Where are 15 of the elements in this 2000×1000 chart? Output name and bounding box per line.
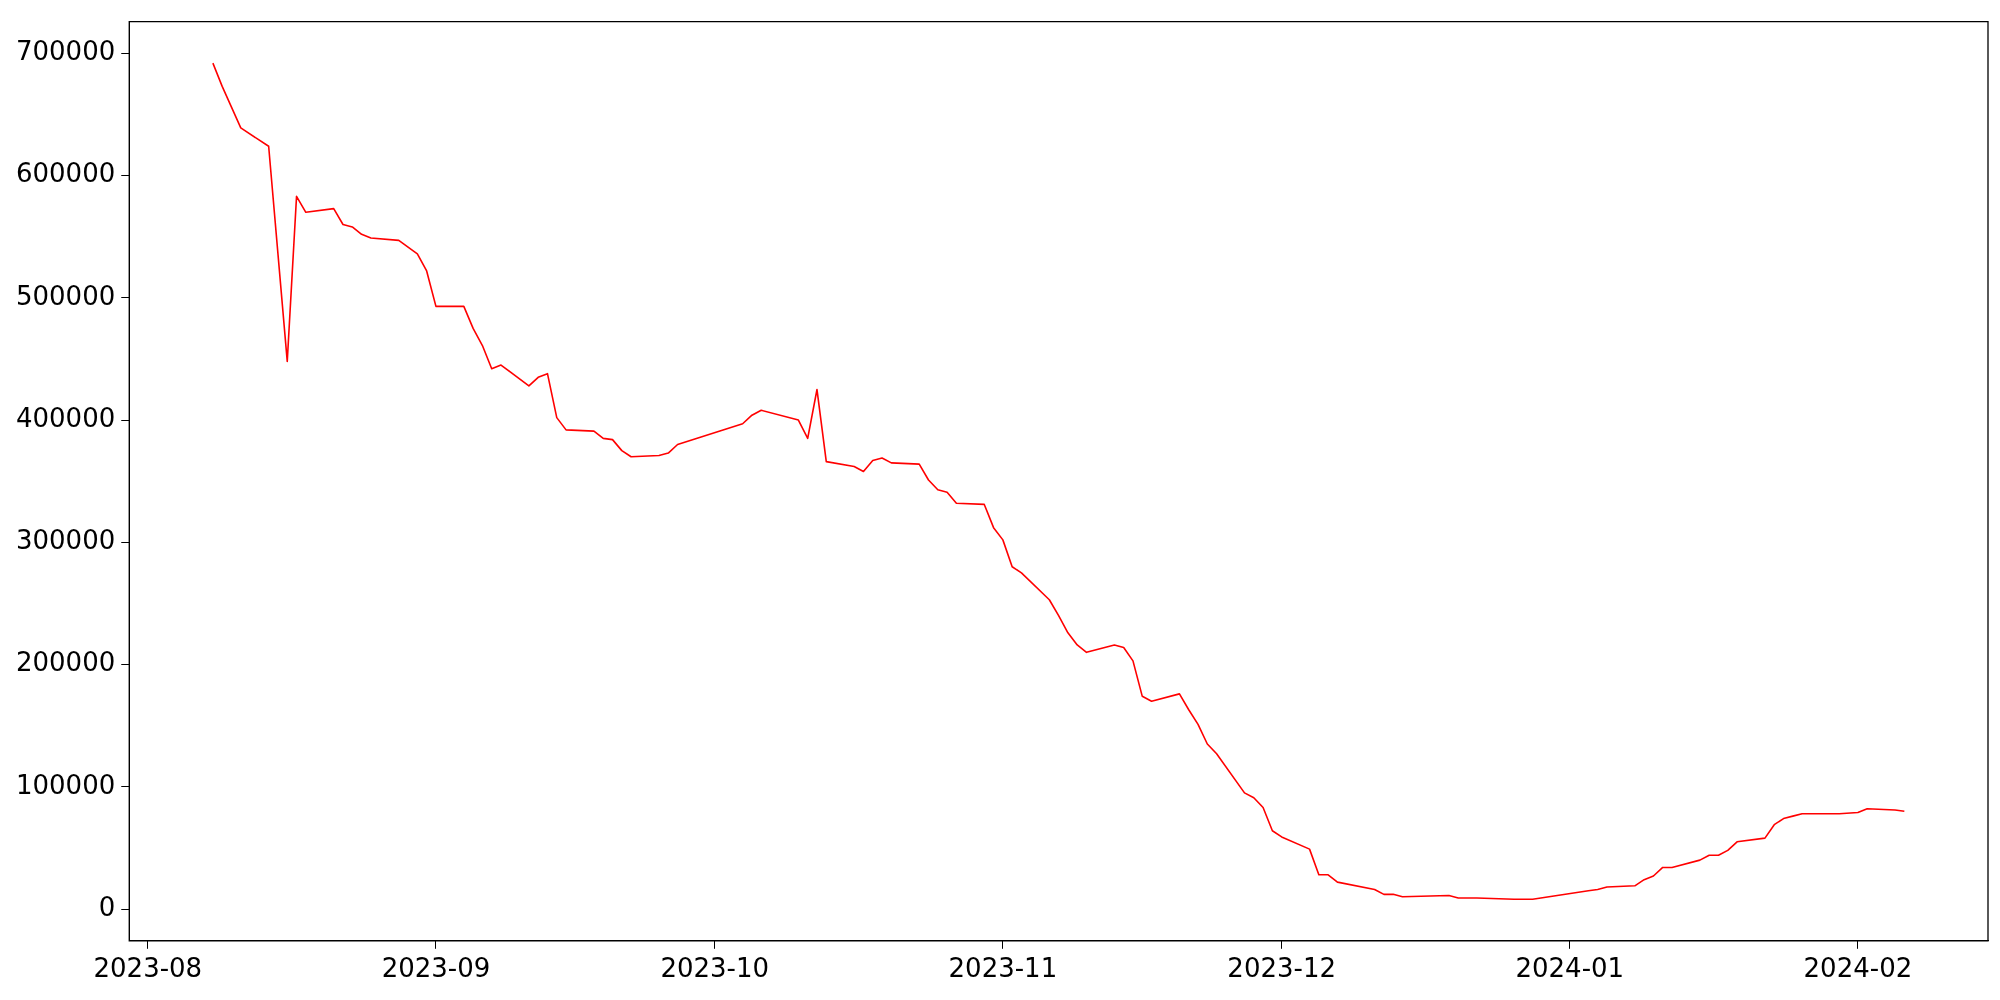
y-tick-label: 400000 [15,402,116,433]
y-tick-label: 300000 [15,525,116,556]
y-tick-label: 600000 [15,158,116,189]
x-tick-label: 2023-08 [93,953,203,984]
y-tick-label: 700000 [15,36,116,67]
y-tick-label: 0 [98,891,116,922]
x-tick-label: 2024-02 [1803,953,1913,984]
x-tick-label: 2023-10 [660,953,770,984]
y-tick-label: 200000 [15,647,116,678]
x-tick-label: 2023-09 [381,953,491,984]
y-tick-label: 500000 [15,280,116,311]
x-tick-label: 2024-01 [1515,953,1625,984]
x-tick-label: 2023-11 [948,953,1058,984]
x-tick-label: 2023-12 [1227,953,1336,984]
y-tick-label: 100000 [15,769,116,800]
